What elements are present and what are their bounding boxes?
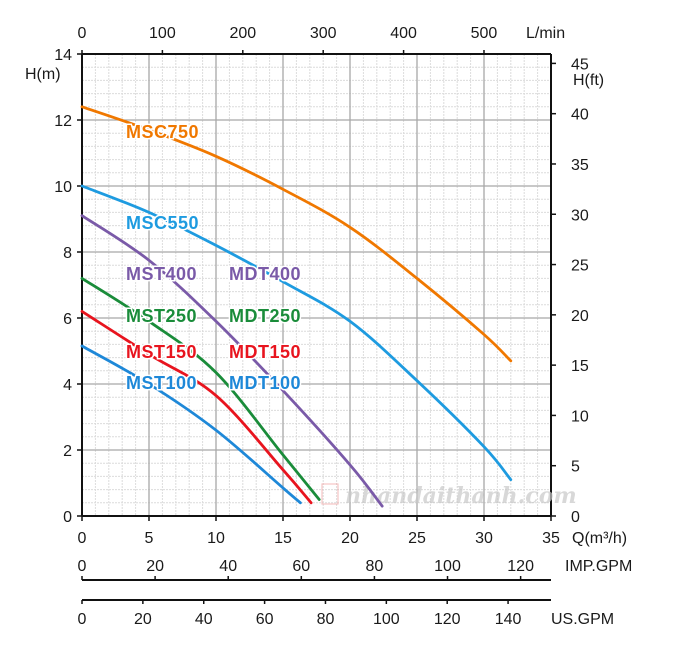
x-axis-title-bottom: Q(m³/h) [572, 530, 627, 547]
y-tick-label: 0 [63, 509, 72, 526]
right-tick-label: 25 [571, 258, 589, 275]
top-tick-label: 500 [471, 25, 498, 42]
x-tick-label: 35 [542, 530, 560, 547]
y-tick-label: 12 [54, 113, 72, 130]
y-tick-label: 6 [63, 311, 72, 328]
top-tick-label: 100 [149, 25, 176, 42]
us-gpm-tick-label: 100 [373, 611, 400, 628]
right-tick-label: 20 [571, 308, 589, 325]
y-tick-label: 10 [54, 179, 72, 196]
us-gpm-tick-label: 80 [317, 611, 335, 628]
y-tick-label: 14 [54, 47, 72, 64]
series-label-mdt150: MDT150 [229, 342, 301, 362]
x-tick-label: 10 [207, 530, 225, 547]
x-tick-label: 5 [145, 530, 154, 547]
right-tick-label: 15 [571, 358, 589, 375]
imp-gpm-tick-label: 60 [292, 558, 310, 575]
right-tick-label: 30 [571, 207, 589, 224]
us-gpm-tick-label: 20 [134, 611, 152, 628]
watermark: nhandaithanh.com [345, 483, 577, 509]
curve-mst100 [80, 344, 302, 505]
curve-mst150 [80, 310, 313, 505]
y-tick-label: 4 [63, 377, 72, 394]
y-axis-title-right: H(ft) [573, 72, 604, 89]
series-label-msc550: MSC550 [126, 213, 199, 233]
right-tick-label: 40 [571, 107, 589, 124]
y-axis-title-left: H(m) [25, 66, 61, 83]
curve-mst250 [80, 277, 321, 501]
series-labels: MSC750 MSC550 MST400 MDT400 MST250 MDT250 MST1… [125, 121, 303, 395]
right-tick-label: 45 [571, 56, 589, 73]
top-tick-label: 300 [310, 25, 337, 42]
top-tick-label: 200 [229, 25, 256, 42]
us-gpm-tick-label: 140 [495, 611, 522, 628]
us-gpm-tick-label: 60 [256, 611, 274, 628]
us-gpm-axis-title: US.GPM [551, 611, 614, 628]
imp-gpm-tick-label: 80 [366, 558, 384, 575]
curves [80, 105, 513, 508]
series-label-mst100: MST100 [126, 373, 197, 393]
curve-mst400 [80, 214, 384, 508]
series-label-mdt100: MDT100 [229, 373, 301, 393]
us-gpm-tick-label: 120 [434, 611, 461, 628]
imp-gpm-tick-label: 20 [146, 558, 164, 575]
series-label-mdt250: MDT250 [229, 306, 301, 326]
us-gpm-tick-label: 0 [78, 611, 87, 628]
series-label-mdt400: MDT400 [229, 264, 301, 284]
series-label-msc750: MSC750 [126, 122, 199, 142]
x-axis-title-top: L/min [526, 25, 565, 42]
series-label-mst150: MST150 [126, 342, 197, 362]
curve-msc550 [80, 184, 513, 482]
x-tick-label: 25 [408, 530, 426, 547]
imp-gpm-tick-label: 120 [507, 558, 534, 575]
minor-grid [82, 54, 551, 516]
x-tick-label: 30 [475, 530, 493, 547]
series-label-mst250: MST250 [126, 306, 197, 326]
series-label-mst400: MST400 [126, 264, 197, 284]
y-tick-label: 2 [63, 443, 72, 460]
x-tick-label: 20 [341, 530, 359, 547]
imp-gpm-tick-label: 100 [434, 558, 461, 575]
top-tick-label: 0 [78, 25, 87, 42]
imp-gpm-axis-title: IMP.GPM [565, 558, 632, 575]
watermark-logo-icon [321, 483, 339, 505]
plot-frame [81, 53, 552, 517]
x-tick-label: 15 [274, 530, 292, 547]
top-tick-label: 400 [390, 25, 417, 42]
curve-msc750 [80, 105, 513, 363]
right-tick-label: 10 [571, 408, 589, 425]
right-tick-label: 5 [571, 459, 580, 476]
x-tick-label: 0 [78, 530, 87, 547]
imp-gpm-tick-label: 0 [78, 558, 87, 575]
imp-gpm-tick-label: 40 [219, 558, 237, 575]
y-tick-label: 8 [63, 245, 72, 262]
right-tick-label: 35 [571, 157, 589, 174]
right-tick-label: 0 [571, 509, 580, 526]
us-gpm-tick-label: 40 [195, 611, 213, 628]
